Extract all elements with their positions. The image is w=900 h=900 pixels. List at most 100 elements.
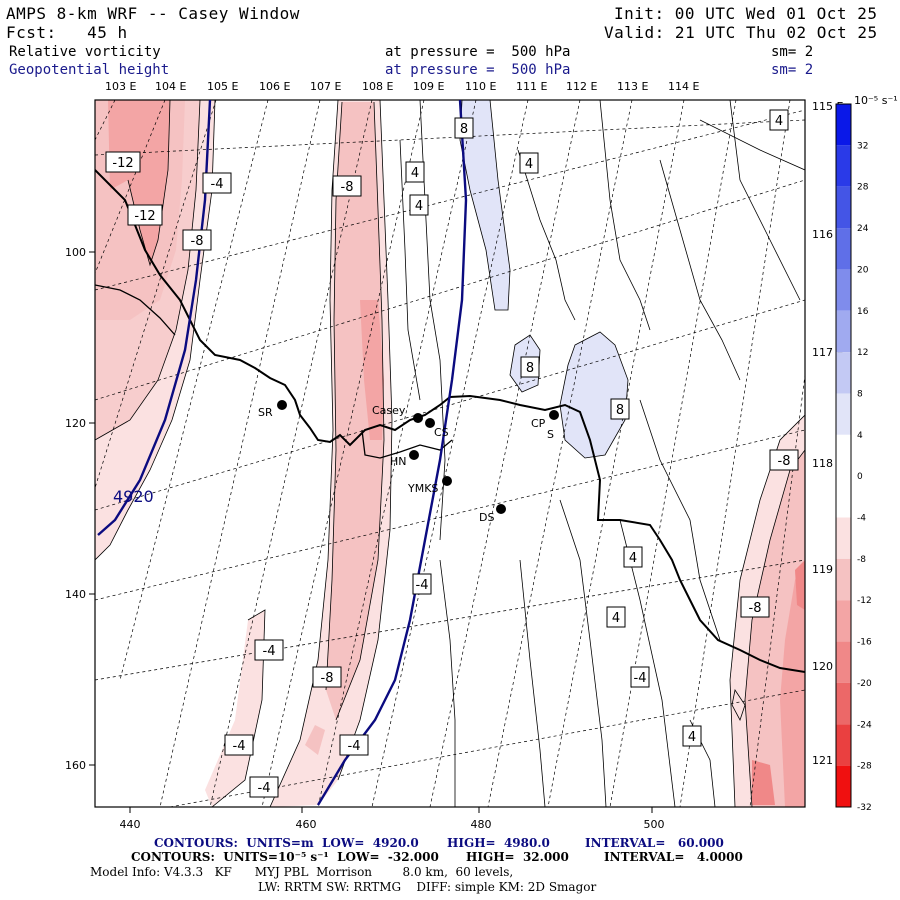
- station-dot: [549, 410, 559, 420]
- field1-level: at pressure = 500 hPa: [385, 44, 571, 60]
- colorbar-tick-label: -24: [857, 720, 872, 730]
- footer-physics: LW: RRTM SW: RRTMG DIFF: simple KM: 2D S…: [258, 880, 597, 894]
- colorbar-swatch: [836, 310, 851, 353]
- contour-label: -8: [191, 234, 204, 249]
- colorbar: 10⁻⁵ s⁻¹ 32 28 24 20 16 12 8 4 0 -4 -8 -12 -16 -20 -24…: [835, 94, 898, 813]
- contour-label: 4: [775, 114, 783, 129]
- contour-label: -4: [348, 739, 361, 754]
- colorbar-tick-label: -12: [857, 596, 872, 606]
- contour-label: 8: [460, 122, 468, 137]
- contour-label: -4: [258, 781, 271, 796]
- y-tick: 100: [65, 246, 86, 259]
- forecast-hour: Fcst: 45 h: [6, 23, 128, 42]
- station-label-ds: DS: [479, 511, 494, 524]
- contour-label: -8: [778, 454, 791, 469]
- field1-smoothing: sm= 2: [771, 44, 814, 60]
- height-contour-4980: [316, 99, 468, 806]
- y-tick: 140: [65, 588, 86, 601]
- field2-smoothing: sm= 2: [771, 62, 814, 78]
- lon-label: 106 E: [259, 80, 290, 93]
- station-label-s: S: [547, 428, 554, 441]
- contour-label: 4: [411, 166, 419, 181]
- contour-label: 8: [526, 361, 534, 376]
- footer-model-info: Model Info: V4.3.3 KF MYJ PBL Morrison 8…: [90, 865, 514, 879]
- x-tick: 480: [471, 818, 492, 831]
- contour-label: -4: [233, 739, 246, 754]
- station-label-cp: CP: [531, 417, 546, 430]
- axis-ticks: [89, 251, 653, 813]
- colorbar-tick-label: 4: [857, 431, 863, 441]
- colorbar-swatch: [836, 600, 851, 642]
- colorbar-tick-label: -28: [857, 762, 872, 772]
- colorbar-tick-label: -32: [857, 803, 872, 813]
- contour-label: 4: [415, 199, 423, 214]
- lon-label: 108 E: [362, 80, 393, 93]
- contour-label: -4: [263, 644, 276, 659]
- contour-label: 4: [629, 551, 637, 566]
- colorbar-tick-label: 28: [857, 183, 869, 193]
- colorbar-swatch: [836, 269, 851, 311]
- colorbar-swatch: [836, 476, 851, 518]
- height-contour-label: 4920: [113, 487, 154, 506]
- colorbar-tick-label: 20: [857, 265, 869, 275]
- colorbar-swatch: [836, 228, 851, 270]
- station-dot: [425, 418, 435, 428]
- colorbar-swatch: [836, 682, 851, 725]
- ice-edge-line: [95, 284, 176, 336]
- footer-vort-contours: CONTOURS: UNITS=10⁻⁵ s⁻¹ LOW= -32.000: [131, 850, 439, 864]
- y-tick: 120: [65, 417, 86, 430]
- y-tick: 160: [65, 759, 86, 772]
- colorbar-tick-label: -8: [857, 555, 866, 565]
- contour-label: -8: [749, 601, 762, 616]
- lon-label: 103 E: [105, 80, 136, 93]
- lon-label: 105 E: [207, 80, 238, 93]
- colorbar-swatch: [836, 145, 851, 187]
- colorbar-tick-label: 12: [857, 348, 868, 358]
- colorbar-swatch: [836, 517, 851, 559]
- init-time: Init: 00 UTC Wed 01 Oct 25: [614, 4, 878, 23]
- station-label-ymks: YMKS: [407, 482, 438, 495]
- field1-name: Relative vorticity: [9, 44, 161, 60]
- footer-height-high: HIGH= 4980.0: [447, 836, 550, 850]
- colorbar-swatch: [836, 186, 851, 229]
- colorbar-tick-label: 24: [857, 224, 869, 234]
- contour-label: 4: [525, 157, 533, 172]
- colorbar-swatch: [836, 765, 851, 807]
- contour-label: -12: [112, 156, 133, 171]
- contour-label: -4: [211, 177, 224, 192]
- footer-vort-high: HIGH= 32.000: [466, 850, 569, 864]
- x-tick: 440: [120, 818, 141, 831]
- station-markers: SR Casey CS HN YMKS CP S DS: [258, 400, 559, 524]
- lon-label: 113 E: [617, 80, 648, 93]
- station-label-casey: Casey: [372, 404, 406, 417]
- colorbar-tick-label: 8: [857, 389, 863, 399]
- footer-height-contours: CONTOURS: UNITS=m LOW= 4920.0: [154, 836, 419, 850]
- lon-label: 104 E: [155, 80, 186, 93]
- lon-label: 107 E: [310, 80, 341, 93]
- station-dot: [277, 400, 287, 410]
- colorbar-tick-label: -16: [857, 638, 872, 648]
- station-dot: [409, 450, 419, 460]
- lon-label: 112 E: [566, 80, 597, 93]
- map-title: AMPS 8-km WRF -- Casey Window: [6, 4, 300, 23]
- colorbar-swatch: [836, 104, 851, 146]
- colorbar-swatch: [836, 352, 851, 394]
- colorbar-tick-label: 0: [857, 472, 863, 482]
- x-tick: 500: [644, 818, 665, 831]
- field2-level: at pressure = 500 hPa: [385, 62, 571, 78]
- lon-label: 110 E: [465, 80, 496, 93]
- valid-time: Valid: 21 UTC Thu 02 Oct 25: [604, 23, 878, 42]
- colorbar-tick-label: 32: [857, 141, 868, 151]
- colorbar-tick-label: 16: [857, 307, 869, 317]
- colorbar-swatch: [836, 641, 851, 683]
- station-dot: [413, 413, 423, 423]
- contour-label: -4: [634, 671, 647, 686]
- footer-height-interval: INTERVAL= 60.000: [585, 836, 724, 850]
- station-label-hn: HN: [390, 455, 407, 468]
- station-dot: [496, 504, 506, 514]
- field2-name: Geopotential height: [9, 62, 170, 78]
- contour-label: 4: [688, 730, 696, 745]
- station-dot: [442, 476, 452, 486]
- contour-label: -8: [321, 671, 334, 686]
